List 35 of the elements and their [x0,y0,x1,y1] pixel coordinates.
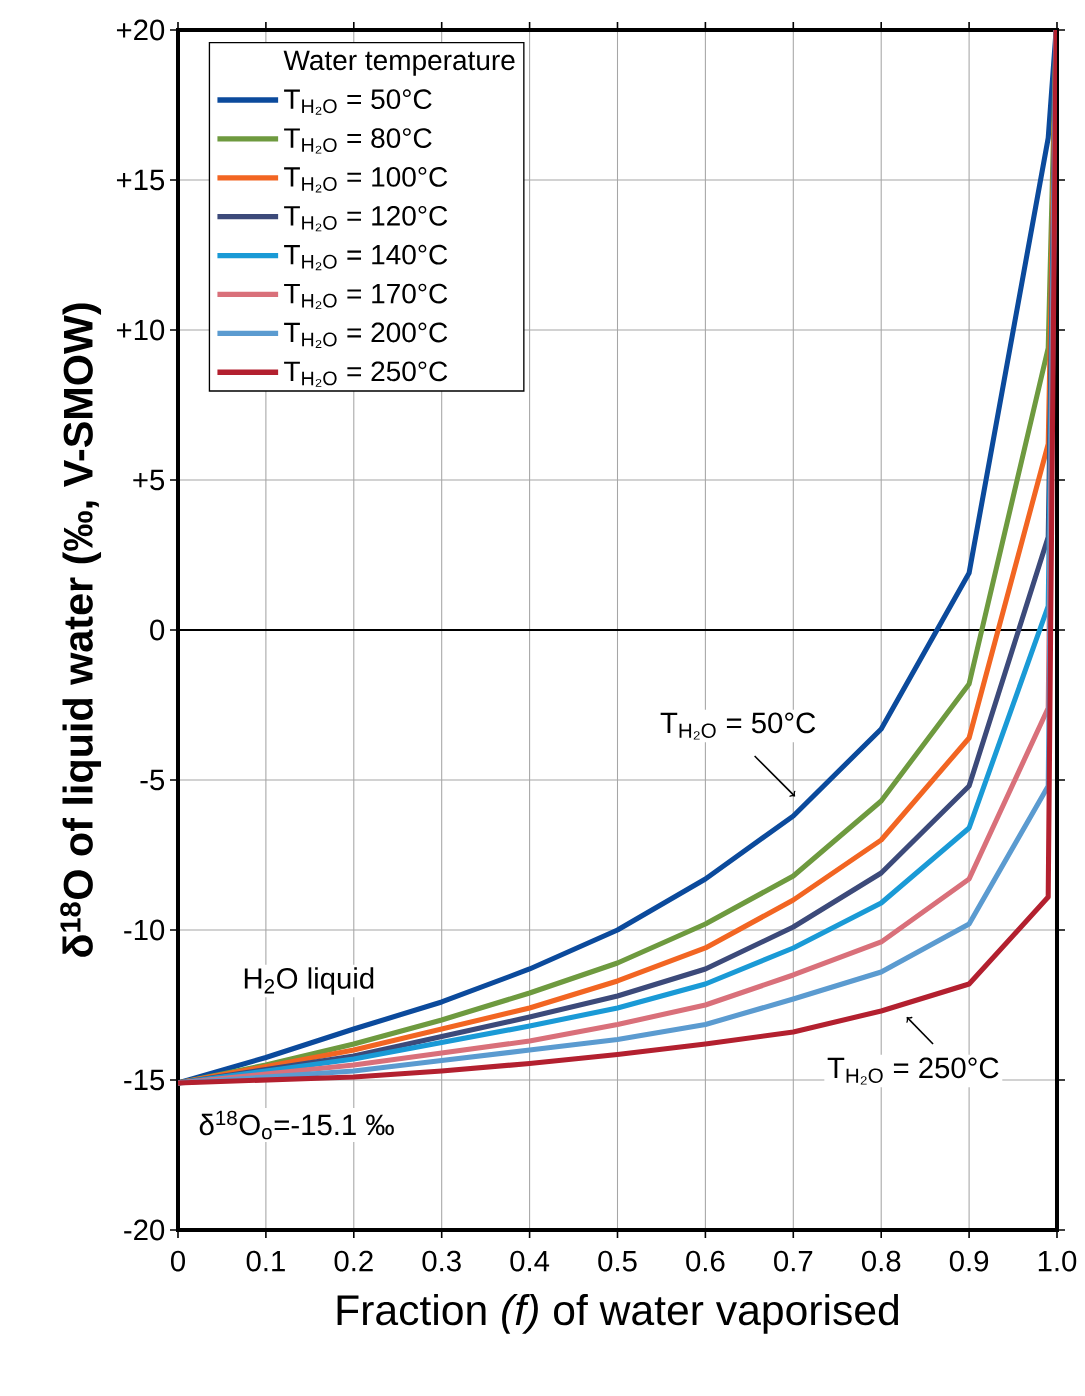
x-tick-label: 0.3 [422,1250,461,1272]
y-tick-label: 0 [150,619,165,641]
legend-label: T$_{H₂O}$ = 140°C [284,244,448,271]
legend-label: T$_{H₂O}$ = 200°C [284,322,448,348]
legend-title: Water temperature [283,50,515,76]
x-tick-label: 0.1 [246,1250,285,1272]
x-tick-label: 0.9 [949,1250,989,1272]
annotation: H$_{2}$O liquid [244,967,374,995]
y-tick-label: +10 [116,319,165,341]
y-tick-label: +15 [116,169,165,191]
x-axis-title: Fraction (f) of water vaporised [337,1293,899,1334]
y-tick-label: -15 [124,1069,165,1091]
y-tick-label: -5 [140,769,165,791]
annotation: T$_{H₂O}$ = 50°C [660,712,816,740]
legend-label: T$_{H₂O}$ = 50°C [284,89,432,115]
x-tick-label: 1.0 [1038,1250,1077,1272]
y-axis-title: δ$^{18}$O of liquid water (‰, V-SMOW) [60,303,102,957]
legend-label: T$_{H₂O}$ = 120°C [284,205,448,232]
annotation: δ$^{18}$O$_{o}$=-15.1 ‰ [199,1110,394,1140]
legend-label: T$_{H₂O}$ = 170°C [284,283,448,310]
x-tick-label: 0.8 [861,1250,901,1272]
x-tick-label: 0.2 [334,1250,373,1272]
x-tick-label: 0.4 [510,1250,550,1272]
annotation: T$_{H₂O}$ = 250°C [827,1057,999,1085]
legend-label: T$_{H₂O}$ = 100°C [284,167,448,193]
y-tick-label: +20 [116,19,165,41]
legend-label: T$_{H₂O}$ = 80°C [284,128,432,154]
x-tick-label: 0.5 [598,1250,637,1272]
y-tick-label: -20 [124,1219,165,1241]
y-tick-label: +5 [133,469,165,491]
x-tick-label: 0.6 [686,1250,725,1272]
y-tick-label: -10 [124,919,165,941]
legend-label: T$_{H₂O}$ = 250°C [284,361,448,387]
x-tick-label: 0 [170,1250,185,1272]
x-tick-label: 0.7 [774,1250,813,1272]
